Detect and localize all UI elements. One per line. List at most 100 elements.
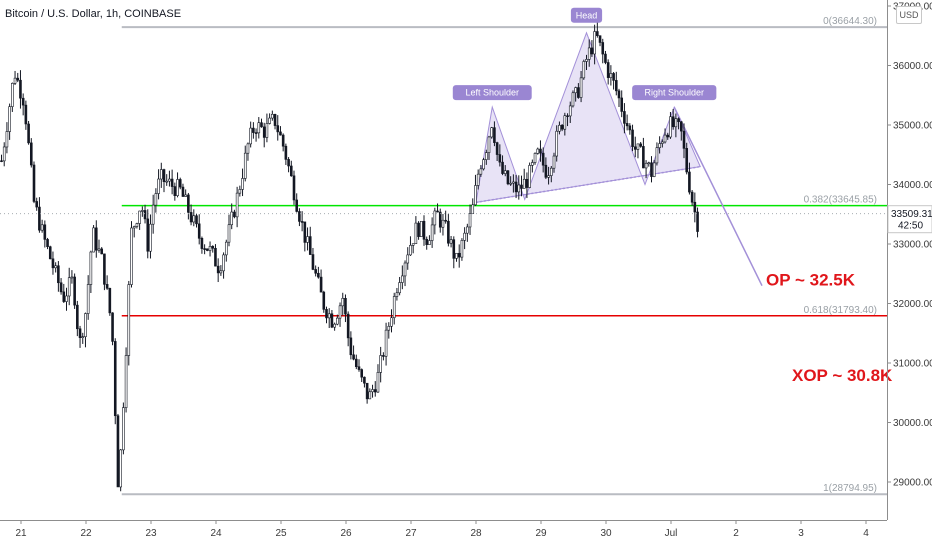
candle-body-239[interactable]	[647, 162, 651, 165]
candle-body-170[interactable]	[460, 240, 464, 258]
candle-body-171[interactable]	[463, 232, 466, 241]
candle-body-135[interactable]	[365, 382, 369, 400]
candle-body-242[interactable]	[655, 147, 659, 164]
candle-body-182[interactable]	[493, 127, 496, 143]
candle-body-139[interactable]	[376, 372, 380, 393]
candle-body-131[interactable]	[354, 358, 358, 368]
candle-body-67[interactable]	[181, 186, 185, 197]
candle-body-24[interactable]	[65, 295, 68, 302]
candle-body-143[interactable]	[387, 325, 391, 331]
candle-body-168[interactable]	[455, 252, 458, 259]
candle-body-89[interactable]	[241, 178, 244, 190]
candle-body-229[interactable]	[620, 97, 624, 112]
candle-body-252[interactable]	[682, 130, 686, 149]
candle-body-186[interactable]	[503, 170, 507, 174]
candle-body-251[interactable]	[679, 121, 683, 132]
candle-body-145[interactable]	[392, 296, 396, 319]
candle-body-46[interactable]	[124, 355, 128, 408]
candle-body-224[interactable]	[606, 62, 610, 78]
candle-body-154[interactable]	[417, 222, 420, 237]
candle-body-181[interactable]	[490, 127, 494, 138]
candle-body-232[interactable]	[628, 125, 632, 131]
candle-body-72[interactable]	[195, 215, 198, 225]
candle-body-84[interactable]	[227, 224, 231, 243]
candle-body-5[interactable]	[13, 77, 17, 84]
candle-body-113[interactable]	[306, 236, 309, 243]
candle-body-226[interactable]	[612, 73, 615, 81]
candle-body-21[interactable]	[57, 265, 60, 284]
candle-body-87[interactable]	[235, 192, 239, 218]
candle-body-23[interactable]	[62, 291, 66, 302]
candle-body-125[interactable]	[338, 305, 342, 319]
candle-body-104[interactable]	[281, 134, 285, 147]
candle-body-215[interactable]	[582, 61, 586, 79]
candle-body-37[interactable]	[100, 248, 104, 255]
candle-body-48[interactable]	[130, 227, 133, 285]
candle-body-106[interactable]	[287, 159, 290, 167]
candle-body-35[interactable]	[94, 227, 98, 251]
candle-body-65[interactable]	[176, 179, 179, 196]
candle-body-188[interactable]	[509, 182, 512, 185]
candle-body-167[interactable]	[452, 239, 456, 259]
candle-body-249[interactable]	[674, 118, 678, 128]
candle-body-28[interactable]	[76, 304, 79, 330]
candle-body-27[interactable]	[73, 276, 76, 306]
candle-body-59[interactable]	[159, 169, 163, 180]
candle-body-17[interactable]	[46, 239, 49, 248]
candle-body-173[interactable]	[468, 213, 472, 228]
candle-body-203[interactable]	[549, 167, 553, 176]
candle-body-238[interactable]	[644, 162, 648, 169]
candle-body-128[interactable]	[346, 313, 350, 339]
candle-body-192[interactable]	[520, 184, 523, 189]
candle-body-32[interactable]	[86, 284, 90, 314]
candle-body-16[interactable]	[43, 224, 47, 240]
candle-body-88[interactable]	[238, 189, 242, 194]
candle-body-80[interactable]	[216, 265, 220, 274]
candle-body-73[interactable]	[197, 223, 201, 239]
candle-body-207[interactable]	[560, 124, 564, 130]
candle-body-246[interactable]	[666, 134, 670, 138]
candle-body-231[interactable]	[625, 123, 629, 127]
candle-body-208[interactable]	[563, 115, 567, 130]
candle-body-151[interactable]	[409, 245, 412, 256]
candle-body-115[interactable]	[311, 254, 315, 270]
candle-body-112[interactable]	[303, 221, 307, 243]
candle-body-127[interactable]	[344, 298, 347, 315]
candle-body-95[interactable]	[257, 122, 261, 134]
candle-body-92[interactable]	[249, 127, 252, 145]
candle-body-68[interactable]	[184, 194, 187, 197]
candle-body-228[interactable]	[617, 90, 621, 99]
candle-body-195[interactable]	[528, 165, 531, 188]
candle-body-9[interactable]	[24, 104, 28, 125]
candle-body-75[interactable]	[203, 248, 206, 250]
candle-body-169[interactable]	[457, 252, 461, 258]
candle-body-108[interactable]	[292, 175, 296, 201]
candle-body-152[interactable]	[411, 243, 415, 246]
candle-body-223[interactable]	[604, 53, 607, 63]
candle-body-141[interactable]	[382, 355, 385, 357]
candle-body-74[interactable]	[200, 238, 204, 249]
candle-body-144[interactable]	[390, 317, 393, 327]
candle-body-255[interactable]	[690, 191, 694, 203]
candle-body-166[interactable]	[449, 239, 453, 244]
candle-body-138[interactable]	[373, 389, 377, 393]
candle-body-52[interactable]	[141, 210, 144, 212]
candle-body-147[interactable]	[398, 282, 401, 294]
candle-body-132[interactable]	[357, 366, 361, 370]
candle-body-3[interactable]	[8, 106, 11, 132]
candle-body-236[interactable]	[639, 143, 642, 147]
candle-body-161[interactable]	[436, 210, 439, 213]
candle-body-99[interactable]	[268, 117, 271, 124]
candle-body-93[interactable]	[252, 127, 255, 133]
candle-body-165[interactable]	[447, 220, 450, 244]
candle-body-250[interactable]	[677, 118, 680, 123]
candle-body-10[interactable]	[27, 123, 30, 144]
candle-body-122[interactable]	[330, 313, 334, 328]
candle-body-253[interactable]	[685, 148, 689, 173]
candle-body-134[interactable]	[363, 376, 366, 384]
candle-body-137[interactable]	[371, 389, 374, 393]
candle-body-204[interactable]	[552, 155, 556, 169]
candle-body-8[interactable]	[21, 97, 25, 106]
candle-body-29[interactable]	[78, 328, 82, 338]
